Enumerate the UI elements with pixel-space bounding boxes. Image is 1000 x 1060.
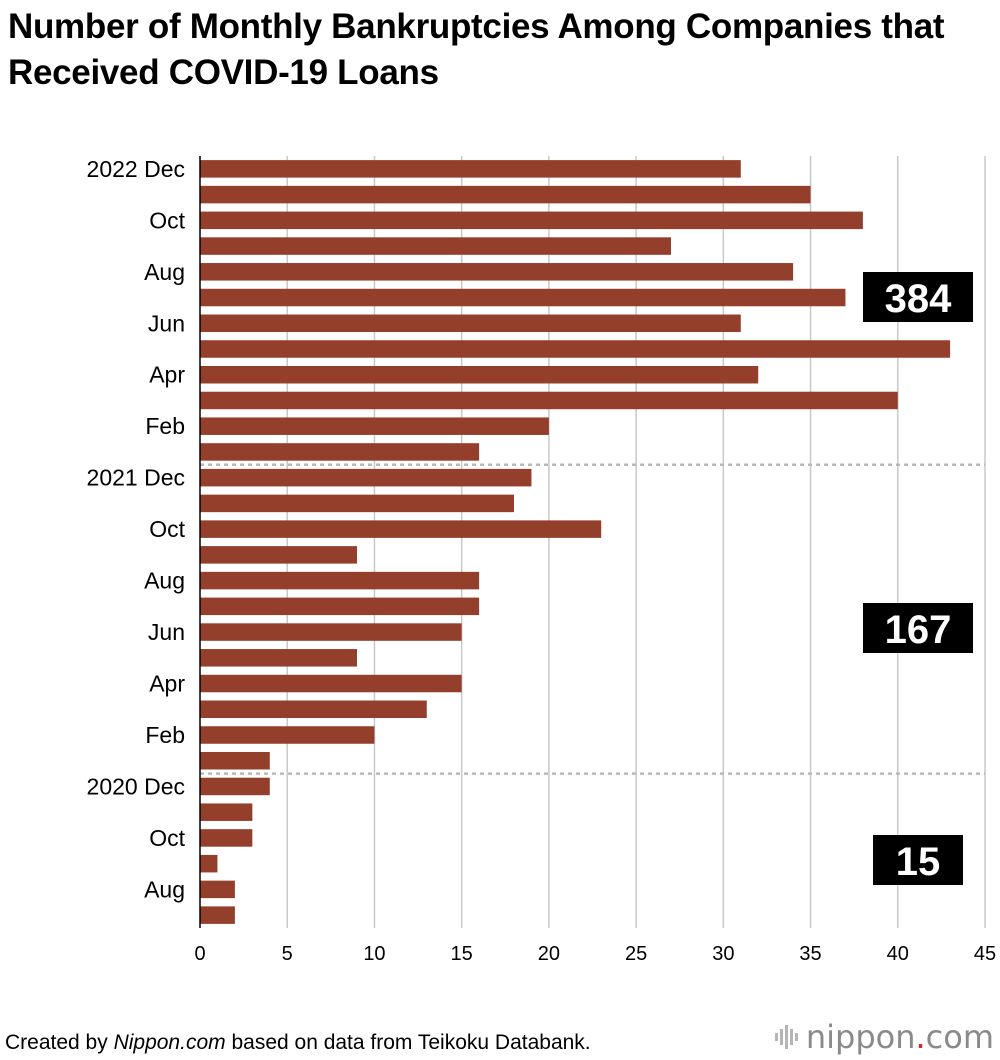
bar-2020-dec: [200, 777, 270, 796]
bar-2022-aug: [200, 263, 794, 281]
annual-total-box: [873, 835, 963, 885]
bar-2021-aug: [200, 571, 480, 590]
bar-2022-apr: [200, 365, 759, 384]
x-tick-label-40: 40: [887, 943, 909, 965]
annual-total-value: 167: [885, 608, 952, 652]
credit-source-name: Nippon.com: [113, 1031, 226, 1054]
bar-2021-oct: [200, 520, 602, 538]
y-tick-label: Oct: [149, 825, 185, 851]
bars: [200, 160, 951, 924]
bar-2020-oct: [200, 829, 253, 847]
bar-2021-jan: [200, 751, 270, 770]
annual-total-box: [863, 603, 973, 653]
bar-2021-dec: [200, 468, 532, 487]
y-tick-label: Jun: [148, 619, 185, 645]
bar-2021-nov: [200, 494, 514, 513]
bar-2021-jun: [200, 623, 462, 641]
brand-logo: nippon. com: [774, 1018, 994, 1056]
bar-2022-jun: [200, 314, 741, 333]
bar-2022-dec: [200, 160, 741, 178]
soundbar-icon: [774, 1025, 798, 1049]
annual-totals: 384 167 15: [863, 272, 973, 885]
bar-2020-sep: [200, 854, 218, 873]
chart-title: Number of Monthly Bankruptcies Among Com…: [8, 7, 945, 92]
x-tick-labels: 0 5 10 15 20 25 30 35 40 45: [194, 943, 996, 965]
x-tick-label-0: 0: [194, 943, 205, 965]
y-tick-label: Feb: [145, 413, 185, 439]
bar-2022-jan: [200, 443, 480, 461]
bar-2021-apr: [200, 674, 462, 693]
credit-prefix: Created by: [5, 1031, 114, 1054]
source-credit: Created by Nippon.com based on data from…: [5, 1030, 591, 1056]
bar-2022-sep: [200, 237, 671, 255]
bar-2022-may: [200, 340, 951, 358]
x-tick-label-20: 20: [538, 943, 560, 965]
brand-tld: com: [925, 1018, 994, 1056]
bar-2022-nov: [200, 185, 811, 204]
y-tick-label: Apr: [149, 362, 185, 388]
annual-total-value: 384: [885, 277, 952, 321]
bar-2021-jul: [200, 597, 480, 616]
x-tick-label-35: 35: [799, 943, 821, 965]
y-tick-label: Apr: [149, 671, 185, 697]
bar-2021-mar: [200, 700, 427, 719]
y-tick-labels: 2022 Dec Oct Aug Jun Apr Feb 2021 Dec Oct Aug Jun…: [87, 156, 186, 903]
bar-chart: 2022 Dec Oct Aug Jun Apr Feb 2021 Dec Oct Aug Jun…: [87, 156, 997, 965]
x-tick-label-15: 15: [451, 943, 473, 965]
y-tick-label: 2021 Dec: [87, 465, 185, 491]
y-tick-label: Aug: [144, 568, 185, 594]
x-tick-label-45: 45: [974, 943, 996, 965]
y-tick-label: Aug: [144, 876, 185, 902]
brand-name: nippon: [805, 1018, 916, 1056]
bar-2021-feb: [200, 726, 375, 744]
annual-total-2021: 167: [863, 603, 973, 653]
brand-dot: .: [915, 1018, 926, 1056]
y-tick-label: 2020 Dec: [87, 773, 185, 799]
y-tick-label: Jun: [148, 310, 185, 336]
x-tick-label-10: 10: [363, 943, 385, 965]
bar-2022-oct: [200, 211, 863, 230]
bar-2021-may: [200, 649, 357, 667]
bar-2020-aug: [200, 880, 235, 899]
x-tick-label-5: 5: [282, 943, 293, 965]
bar-2020-jul: [200, 906, 235, 924]
x-tick-label-25: 25: [625, 943, 647, 965]
annual-total-box: [863, 272, 973, 322]
y-tick-label: 2022 Dec: [87, 156, 185, 182]
y-tick-label: Feb: [145, 722, 185, 748]
y-tick-label: Oct: [149, 516, 185, 542]
bar-2022-jul: [200, 288, 846, 307]
annual-total-2022: 384: [863, 272, 973, 322]
bar-2022-mar: [200, 391, 898, 410]
bar-2020-nov: [200, 803, 253, 821]
bar-2021-sep: [200, 546, 357, 564]
y-tick-label: Oct: [149, 207, 185, 233]
year-separators: [200, 463, 985, 775]
y-tick-label: Aug: [144, 259, 185, 285]
x-tick-label-30: 30: [712, 943, 734, 965]
credit-suffix: based on data from Teikoku Databank.: [225, 1031, 591, 1054]
annual-total-value: 15: [896, 840, 941, 884]
bar-2022-feb: [200, 417, 549, 435]
annual-total-2020: 15: [873, 835, 963, 885]
